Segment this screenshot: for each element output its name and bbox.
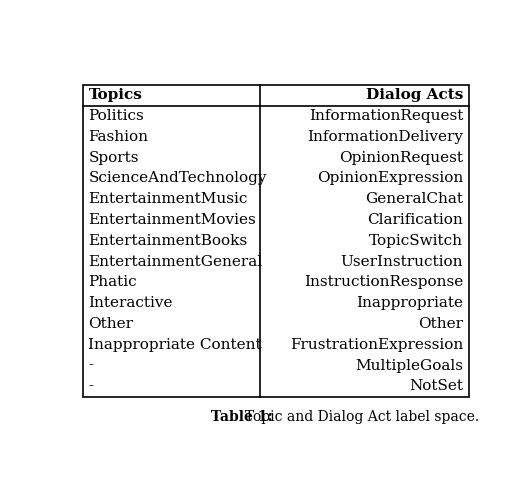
Text: Table 1:: Table 1: [211, 410, 272, 425]
Text: Inappropriate: Inappropriate [356, 296, 463, 310]
Text: Dialog Acts: Dialog Acts [366, 88, 463, 102]
Text: InformationRequest: InformationRequest [308, 109, 463, 123]
Text: -: - [89, 379, 94, 393]
Text: NotSet: NotSet [409, 379, 463, 393]
Text: EntertainmentMovies: EntertainmentMovies [89, 213, 256, 227]
Bar [83, 85, 469, 397]
Text: Phatic: Phatic [89, 275, 137, 289]
Text: Topic and Dialog Act label space.: Topic and Dialog Act label space. [236, 410, 479, 425]
Text: Sports: Sports [89, 151, 139, 164]
Text: OpinionRequest: OpinionRequest [339, 151, 463, 164]
Text: InformationDelivery: InformationDelivery [307, 130, 463, 144]
Text: InstructionResponse: InstructionResponse [304, 275, 463, 289]
Text: TopicSwitch: TopicSwitch [369, 234, 463, 248]
Text: Fashion: Fashion [89, 130, 148, 144]
Text: Inappropriate Content: Inappropriate Content [89, 338, 262, 352]
Text: UserInstruction: UserInstruction [341, 255, 463, 268]
Text: Other: Other [89, 317, 134, 331]
Text: Interactive: Interactive [89, 296, 173, 310]
Text: Politics: Politics [89, 109, 144, 123]
Text: OpinionExpression: OpinionExpression [317, 171, 463, 185]
Text: -: - [89, 359, 94, 372]
Text: FrustrationExpression: FrustrationExpression [290, 338, 463, 352]
Text: Other: Other [418, 317, 463, 331]
Text: EntertainmentMusic: EntertainmentMusic [89, 192, 248, 206]
Text: EntertainmentGeneral: EntertainmentGeneral [89, 255, 262, 268]
Text: Clarification: Clarification [367, 213, 463, 227]
Text: GeneralChat: GeneralChat [365, 192, 463, 206]
Text: Topics: Topics [89, 88, 143, 102]
Text: EntertainmentBooks: EntertainmentBooks [89, 234, 248, 248]
Text: ScienceAndTechnology: ScienceAndTechnology [89, 171, 267, 185]
Text: MultipleGoals: MultipleGoals [355, 359, 463, 372]
